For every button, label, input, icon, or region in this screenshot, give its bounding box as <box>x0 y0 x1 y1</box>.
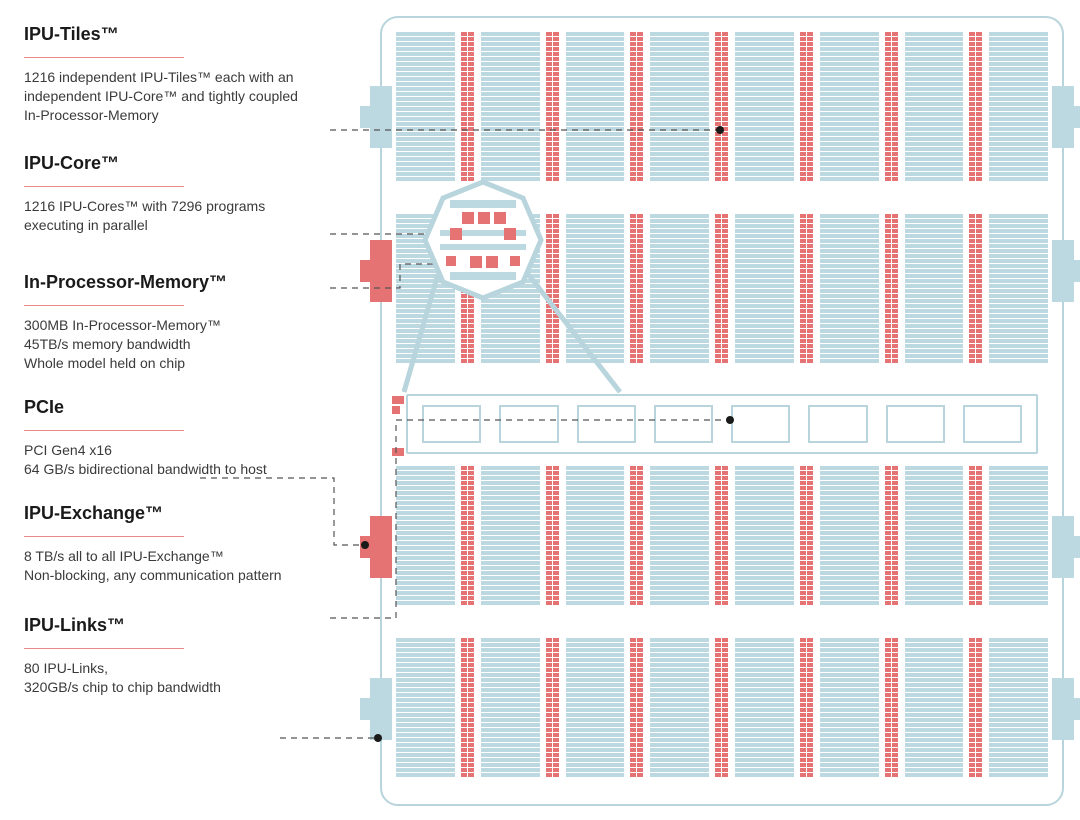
callout-exchange: IPU-Exchange™ 8 TB/s all to all IPU-Exch… <box>24 503 324 585</box>
ipu-link-tab <box>370 678 392 740</box>
exchange-box <box>886 405 945 443</box>
tile-sector <box>396 466 1048 626</box>
ipu-link-tab <box>1052 240 1074 302</box>
ipu-link-tab <box>1052 516 1074 578</box>
callout-title: PCIe <box>24 397 64 422</box>
callout-body: 8 TB/s all to all IPU-Exchange™ Non-bloc… <box>24 547 304 585</box>
exchange-stub <box>392 448 404 456</box>
pcie-tab <box>370 240 392 302</box>
callout-inprocmem: In-Processor-Memory™ 300MB In-Processor-… <box>24 272 324 373</box>
tile-sector <box>396 32 1048 202</box>
callout-body: 1216 IPU-Cores™ with 7296 programs execu… <box>24 197 304 235</box>
exchange-box <box>654 405 713 443</box>
exchange-stub <box>392 406 400 414</box>
ipu-chip-diagram <box>380 16 1064 806</box>
exchange-box <box>731 405 790 443</box>
callout-links: IPU-Links™ 80 IPU-Links, 320GB/s chip to… <box>24 615 324 697</box>
callout-core: IPU-Core™ 1216 IPU-Cores™ with 7296 prog… <box>24 153 324 235</box>
callout-tiles: IPU-Tiles™ 1216 independent IPU-Tiles™ e… <box>24 24 324 125</box>
callout-column: IPU-Tiles™ 1216 independent IPU-Tiles™ e… <box>24 20 324 720</box>
callout-body: 80 IPU-Links, 320GB/s chip to chip bandw… <box>24 659 304 697</box>
callout-body: 300MB In-Processor-Memory™ 45TB/s memory… <box>24 316 304 373</box>
exchange-stub <box>392 396 404 404</box>
callout-title: IPU-Exchange™ <box>24 503 163 528</box>
callout-pcie: PCIe PCI Gen4 x16 64 GB/s bidirectional … <box>24 397 324 479</box>
callout-title: IPU-Core™ <box>24 153 119 178</box>
callout-title: IPU-Tiles™ <box>24 24 119 49</box>
callout-title: IPU-Links™ <box>24 615 125 640</box>
ipu-link-tab <box>1052 86 1074 148</box>
exchange-box <box>499 405 558 443</box>
exchange-box <box>808 405 867 443</box>
exchange-box <box>963 405 1022 443</box>
tile-sector <box>396 638 1048 794</box>
ipu-link-tab <box>1052 678 1074 740</box>
ipu-link-tab <box>370 86 392 148</box>
exchange-box <box>577 405 636 443</box>
ipu-exchange-bar <box>406 394 1038 454</box>
exchange-box <box>422 405 481 443</box>
tile-sector <box>396 214 1048 384</box>
callout-body: PCI Gen4 x16 64 GB/s bidirectional bandw… <box>24 441 304 479</box>
callout-title: In-Processor-Memory™ <box>24 272 227 297</box>
pcie-tab <box>370 516 392 578</box>
callout-body: 1216 independent IPU-Tiles™ each with an… <box>24 68 304 125</box>
